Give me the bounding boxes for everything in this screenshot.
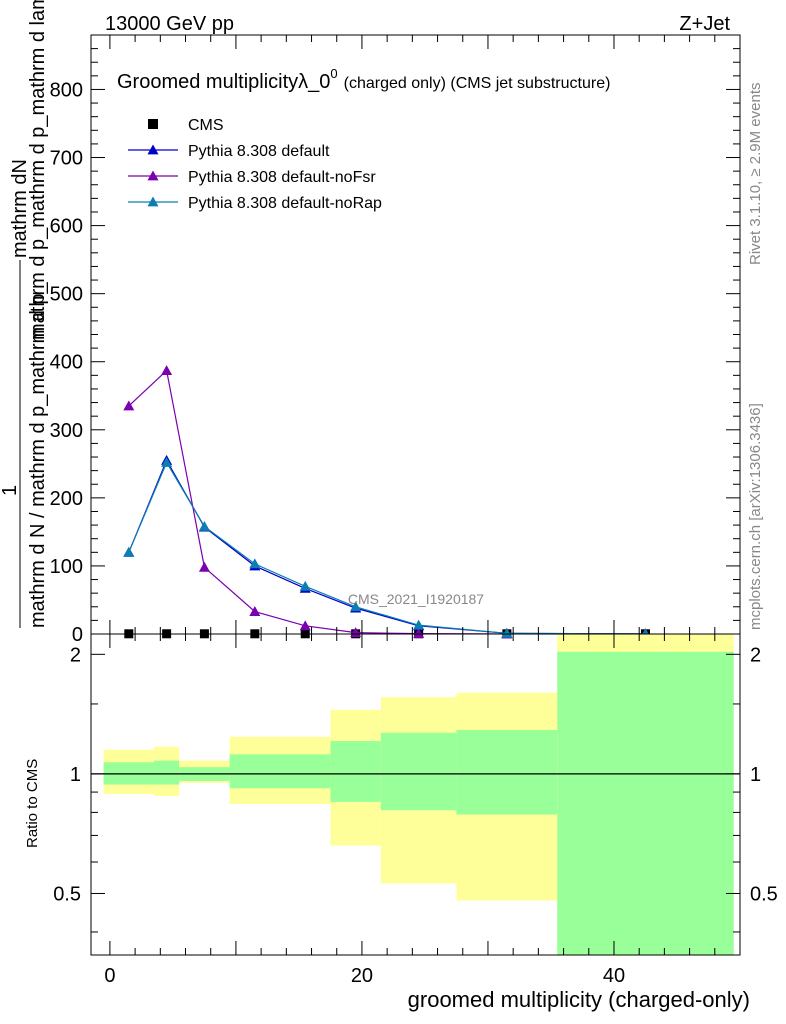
legend-item: Pythia 8.308 default [128,143,330,160]
main-y-tick-label: 800 [50,79,83,101]
uncertainty-band-inner [154,760,180,785]
data-point-mc [350,601,362,612]
legend-label: Pythia 8.308 default [188,143,330,160]
mcplots-reference-label: mcplots.cern.ch [arXiv:1306.3436] [747,403,764,630]
main-y-tick-label: 200 [50,488,83,510]
ratio-axes: 0.5 0.51 12 20 20 40 [53,634,778,987]
data-point-mc [413,619,425,630]
series-3 [123,456,651,639]
legend-item: Pythia 8.308 default-noFsr [128,169,376,186]
ratio-plot-frame [90,633,741,956]
uncertainty-band-inner [380,732,457,811]
data-point-mc [299,620,311,631]
ratio-y-tick-label: 0.5 [53,883,81,905]
ratio-y-tick-label-right: 1 [750,764,761,786]
legend-marker-triangle [147,196,159,207]
data-point-mc [161,365,173,375]
y-label-top-second: mathrm d p_mathrm d p_mathrm d lambda [27,0,49,340]
ratio-plot-content [91,634,740,955]
uncertainty-band-inner [557,651,734,955]
analysis-watermark: CMS_2021_I1920187 [348,591,484,607]
data-point-mc [413,628,425,639]
legend-label: Pythia 8.308 default-noFsr [188,169,376,186]
data-point-mc [198,561,210,572]
legend-label: CMS [188,117,224,134]
data-point-mc [249,606,261,616]
data-point-mc [299,580,311,591]
data-point-mc [161,456,173,467]
x-axis-label: groomed multiplicity (charged-only) [408,987,750,1012]
main-y-tick-label: 0 [72,624,83,646]
x-tick-label: 0 [104,965,115,987]
series-line [128,459,646,635]
main-plot-panel: CMS_2021_I1920187 Groomed multiplicityλ_… [50,34,741,646]
series-line [128,461,646,635]
x-tick-label: 20 [351,965,373,987]
data-point-mc [350,627,362,638]
legend-marker-triangle [147,170,159,181]
ratio-plot-panel: 0.5 0.51 12 20 20 40 Ratio to CMS groomed mul… [24,633,778,1012]
uncertainty-band-inner [456,729,558,815]
data-point-mc [501,627,513,638]
x-tick-label: 40 [603,965,625,987]
main-y-tick-label: 600 [50,216,83,238]
y-label-top: mathrm dN [9,159,31,258]
rivet-version-label: Rivet 3.1.10, ≥ 2.9M events [747,83,764,266]
legend-marker-triangle [147,144,159,155]
ratio-y-tick-label: 2 [70,644,81,666]
main-y-tick-label: 300 [50,420,83,442]
main-y-tick-label: 700 [50,148,83,170]
main-y-tick-label: 500 [50,284,83,306]
ratio-y-axis-label: Ratio to CMS [24,759,41,848]
plot-title-tail: (charged only) (CMS jet substructure) [344,75,611,92]
data-point-mc [249,558,261,569]
uncertainty-band-inner [330,741,381,802]
ratio-y-tick-label-right: 0.5 [750,883,778,905]
legend-item: CMS [148,117,224,134]
data-point-mc [198,520,210,531]
legend-marker-square [148,119,158,129]
header-right-label: Z+Jet [679,13,730,35]
legend-item: Pythia 8.308 default-noRap [128,195,382,212]
series-1 [123,454,651,639]
main-y-axis: 0 100 200 300 400 500 600 700 800 [50,34,741,646]
legend-label: Pythia 8.308 default-noRap [188,195,382,212]
plot-title-sup: 0 [330,66,337,81]
main-y-tick-label: 400 [50,352,83,374]
data-point-mc [123,546,135,557]
ratio-y-tick-label: 1 [70,764,81,786]
legend: CMS Pythia 8.308 default Pythia 8.308 defa… [128,117,382,212]
y-label-bottom: mathrm d N / mathrm d p_mathrm d p_ [27,281,49,628]
data-point-mc [123,400,135,411]
y-label-one: 1 [0,485,21,496]
uncertainty-band-inner [229,754,331,789]
main-y-axis-label: mathrm dN mathrm d p_mathrm d p_mathrm d… [0,0,49,628]
ratio-y-tick-label-right: 2 [750,644,761,666]
plot-title-main: Groomed multiplicityλ_0 [117,71,330,93]
header-left-label: 13000 GeV pp [105,13,234,35]
main-y-tick-label: 100 [50,556,83,578]
plot-title: Groomed multiplicityλ_00 (charged only) (… [117,66,610,93]
